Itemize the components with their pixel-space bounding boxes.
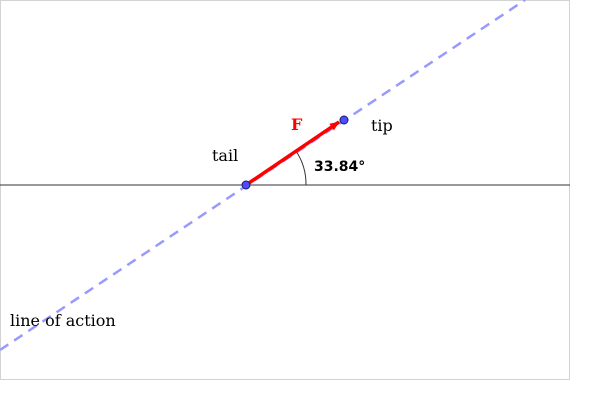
line-of-action-label: line of action — [10, 311, 116, 330]
force-label: F — [291, 115, 303, 134]
tip-point[interactable] — [339, 115, 349, 125]
tail-point[interactable] — [241, 180, 251, 190]
drawing-frame — [0, 0, 570, 380]
force-vector[interactable] — [245, 120, 340, 187]
angle-label: 33.84° — [314, 159, 365, 175]
tail-label: tail — [212, 146, 238, 165]
angle-arc — [295, 150, 307, 186]
tip-label: tip — [371, 116, 393, 135]
